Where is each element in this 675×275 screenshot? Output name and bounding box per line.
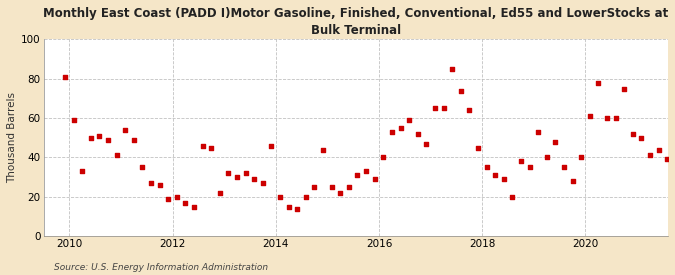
Point <box>610 116 621 120</box>
Point <box>257 181 268 185</box>
Point <box>86 136 97 140</box>
Point <box>335 191 346 195</box>
Point <box>601 116 612 120</box>
Point <box>653 147 664 152</box>
Point <box>232 175 242 179</box>
Point <box>585 114 595 118</box>
Point <box>412 132 423 136</box>
Point <box>558 165 569 169</box>
Point <box>120 128 131 132</box>
Point <box>533 130 543 134</box>
Point <box>300 194 311 199</box>
Point <box>189 204 200 209</box>
Y-axis label: Thousand Barrels: Thousand Barrels <box>7 92 17 183</box>
Point <box>481 165 492 169</box>
Point <box>404 118 414 122</box>
Point <box>155 183 165 187</box>
Point <box>619 86 630 91</box>
Point <box>395 126 406 130</box>
Point <box>593 81 603 85</box>
Point <box>352 173 363 177</box>
Point <box>507 194 518 199</box>
Point <box>550 139 561 144</box>
Point <box>645 153 655 158</box>
Point <box>94 134 105 138</box>
Point <box>627 132 638 136</box>
Point <box>223 171 234 175</box>
Point <box>309 185 320 189</box>
Point <box>344 185 354 189</box>
Point <box>516 159 526 164</box>
Point <box>447 67 458 71</box>
Point <box>456 88 466 93</box>
Point <box>215 191 225 195</box>
Point <box>128 138 139 142</box>
Point <box>360 169 371 173</box>
Point <box>421 141 432 146</box>
Point <box>180 200 191 205</box>
Point <box>541 155 552 160</box>
Point <box>464 108 475 112</box>
Point <box>266 144 277 148</box>
Point <box>369 177 380 181</box>
Point <box>326 185 337 189</box>
Point <box>206 145 217 150</box>
Point <box>137 165 148 169</box>
Point <box>524 165 535 169</box>
Point <box>636 136 647 140</box>
Point <box>284 204 294 209</box>
Point <box>146 181 157 185</box>
Point <box>249 177 260 181</box>
Point <box>163 196 173 201</box>
Point <box>490 173 501 177</box>
Point <box>378 155 389 160</box>
Point <box>111 153 122 158</box>
Point <box>318 147 329 152</box>
Point <box>171 194 182 199</box>
Point <box>77 169 88 173</box>
Point <box>240 171 251 175</box>
Point <box>662 157 672 162</box>
Point <box>576 155 587 160</box>
Point <box>387 130 398 134</box>
Point <box>438 106 449 111</box>
Point <box>472 145 483 150</box>
Point <box>275 194 286 199</box>
Point <box>197 144 208 148</box>
Text: Source: U.S. Energy Information Administration: Source: U.S. Energy Information Administ… <box>54 263 268 272</box>
Title: Monthly East Coast (PADD I)Motor Gasoline, Finished, Conventional, Ed55 and Lowe: Monthly East Coast (PADD I)Motor Gasolin… <box>43 7 668 37</box>
Point <box>292 206 302 211</box>
Point <box>567 179 578 183</box>
Point <box>103 138 113 142</box>
Point <box>59 75 70 79</box>
Point <box>670 185 675 189</box>
Point <box>68 118 79 122</box>
Point <box>498 177 509 181</box>
Point <box>429 106 440 111</box>
